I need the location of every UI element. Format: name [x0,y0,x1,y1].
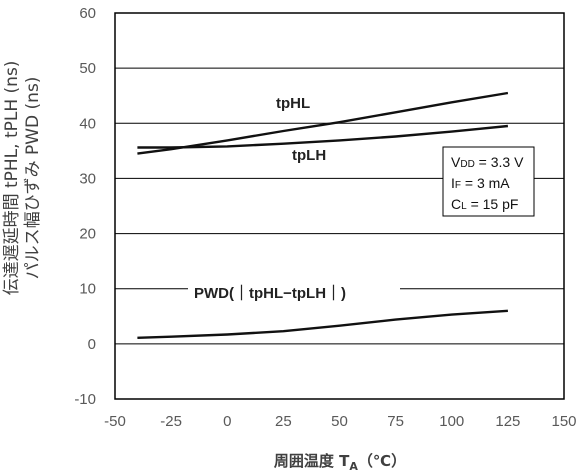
y-tick-label: 60 [79,5,96,22]
y-tick-label: 40 [79,115,96,132]
y-axis-ticks: 60 50 40 30 20 10 0 -10 [74,5,96,408]
series-label-pwd: PWD(｜tpHL−tpLH｜) [194,284,346,302]
y-tick-label: 0 [88,336,96,353]
x-tick-label: 75 [387,413,404,430]
y-tick-label: 10 [79,281,96,298]
conditions-box: VDD = 3.3 V IF = 3 mA CL = 15 pF [442,146,535,217]
pwd-label-bg [188,282,400,302]
condition-vdd: VDD = 3.3 V [451,154,524,170]
y-tick-label: 20 [79,226,96,243]
series-lines [137,91,509,339]
y-tick-label: 50 [79,60,96,77]
x-tick-label: 50 [331,413,348,430]
condition-if: IF = 3 mA [451,175,510,191]
series-line-1 [137,124,509,149]
x-tick-label: -25 [160,413,182,430]
x-tick-label: 0 [223,413,231,430]
plot-frame [114,12,565,400]
x-axis-ticks: -50 -25 0 25 50 75 100 125 150 [104,413,576,430]
x-tick-label: -50 [104,413,126,430]
x-tick-label: 150 [551,413,576,430]
y-axis-label-line2: パルス幅ひずみ PWD (ns) [23,77,43,280]
y-axis-label: 伝達遅延時間 tPHL, tPLH (ns) パルス幅ひずみ PWD (ns) [2,61,43,296]
y-tick-label: -10 [74,391,96,408]
x-tick-label: 125 [495,413,520,430]
x-tick-label: 25 [275,413,292,430]
condition-cl: CL = 15 pF [451,196,518,212]
y-tick-label: 30 [79,170,96,187]
series-line-2 [137,309,508,339]
series-label-tplh: tpLH [292,147,326,164]
x-axis-label: 周囲温度 TA（℃） [274,452,406,473]
y-axis-label-line1: 伝達遅延時間 tPHL, tPLH (ns) [2,61,22,296]
x-tick-label: 100 [439,413,464,430]
series-label-tphl: tpHL [276,95,310,112]
